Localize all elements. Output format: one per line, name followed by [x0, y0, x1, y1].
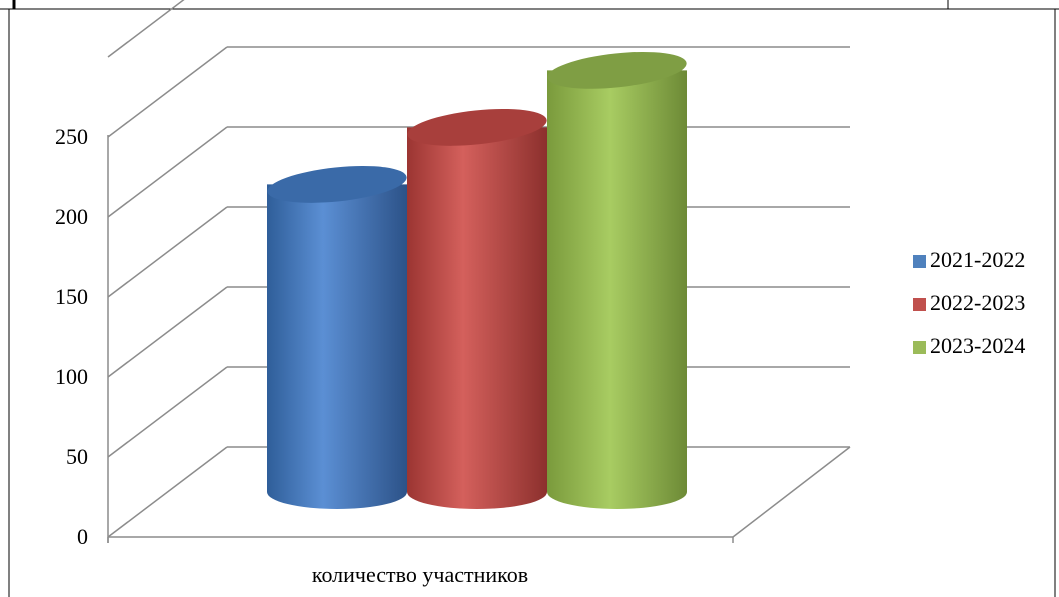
gridline-side [107, 366, 228, 458]
legend-swatch [913, 255, 926, 268]
bar-top [407, 108, 547, 146]
bar-top [547, 51, 687, 89]
y-tick-label: 0 [77, 524, 88, 549]
gridline-side [107, 0, 185, 58]
bar-body [547, 70, 687, 510]
y-tick-label: 50 [66, 444, 88, 469]
floor-left-edge [107, 446, 228, 538]
bar-body [267, 184, 407, 509]
gridline-side [107, 46, 228, 138]
gridline-side [107, 206, 228, 298]
y-tick-label: 150 [55, 284, 88, 309]
legend-label: 2021-2022 [930, 247, 1025, 272]
y-tick-label: 250 [55, 124, 88, 149]
gridline-side [107, 286, 228, 378]
bar-body [407, 127, 547, 509]
bar-top [267, 165, 407, 203]
bar-2023-2024 [547, 51, 687, 510]
legend-label: 2023-2024 [930, 333, 1025, 358]
x-category-label: количество участников [312, 562, 528, 587]
bar-2021-2022 [267, 165, 407, 509]
legend: 2021-2022 2022-2023 2023-2024 [913, 247, 1025, 358]
gridline-side [107, 126, 228, 218]
bar-2022-2023 [407, 108, 547, 509]
legend-swatch [913, 298, 926, 311]
legend-swatch [913, 341, 926, 354]
floor-right-edge [732, 446, 851, 538]
legend-label: 2022-2023 [930, 290, 1025, 315]
y-tick-labels: 0 50 100 150 200 250 [55, 124, 88, 549]
bars-group [267, 51, 687, 510]
y-tick-label: 100 [55, 364, 88, 389]
y-tick-label: 200 [55, 204, 88, 229]
